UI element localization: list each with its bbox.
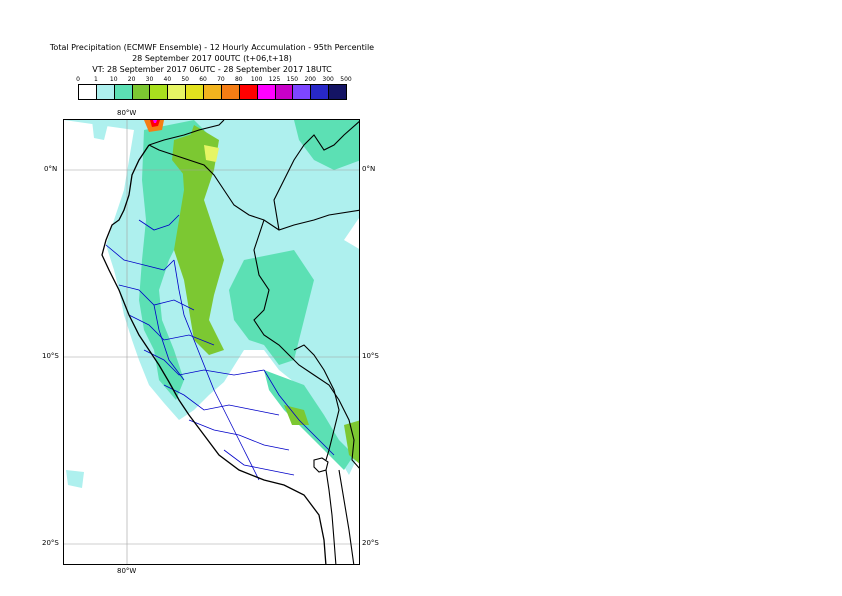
admin-border	[223, 449, 295, 476]
admin-border	[128, 314, 215, 346]
precip-magenta-cell	[153, 120, 157, 123]
lake-titicaca-shore	[313, 457, 329, 473]
legend-tick-label: 300	[322, 76, 334, 83]
precip-patch-sw	[66, 470, 84, 488]
graticule	[64, 120, 359, 564]
longitude-label-top-outer: 80°W	[117, 109, 137, 117]
latitude-label-10s-right: 10°S	[362, 352, 379, 360]
precip-medium-band	[174, 125, 224, 355]
country-border-peru-bolivia	[293, 344, 340, 461]
color-legend: 0 1 10 20 30 40 50 60 70 80 100 125 150 200 300 500	[76, 76, 352, 102]
admin-border	[143, 349, 265, 376]
legend-color-box	[328, 84, 347, 100]
legend-color-box	[149, 84, 169, 100]
legend-color-box	[131, 84, 151, 100]
legend-tick-label: 100	[250, 76, 263, 83]
legend-color-box	[78, 84, 97, 100]
country-border-brazil	[273, 121, 359, 231]
latitude-label-20s-right: 20°S	[362, 539, 379, 547]
legend-color-box	[256, 84, 276, 100]
legend-color-box	[185, 84, 205, 100]
legend-tick-label: 70	[217, 76, 225, 83]
admin-border	[213, 389, 260, 481]
legend-tick-label: 20	[127, 76, 136, 83]
precip-red-cell	[150, 120, 160, 127]
legend-tick-label: 30	[145, 76, 154, 83]
precip-patch-west	[92, 120, 109, 140]
admin-border	[105, 244, 175, 271]
longitude-label-bottom: 80°W	[117, 567, 137, 575]
title-line-3: VT: 28 September 2017 06UTC - 28 Septemb…	[92, 65, 332, 74]
map-canvas	[64, 120, 359, 564]
latitude-label-20s-left: 20°S	[42, 539, 59, 547]
legend-color-box	[310, 84, 330, 100]
legend-tick-label: 500	[340, 76, 352, 83]
legend-tick-label: 0	[76, 76, 80, 83]
precip-medium-north	[172, 130, 204, 175]
admin-border	[173, 259, 215, 391]
legend-tick-label: 200	[304, 76, 316, 83]
country-border-peru-chile	[325, 469, 337, 564]
precip-light-band-east	[229, 250, 314, 365]
legend-tick-label: 50	[181, 76, 190, 83]
legend-color-box	[113, 84, 133, 100]
latitude-label-equator-right: 0°N	[362, 165, 376, 173]
legend-tick-label: 150	[286, 76, 299, 83]
latitude-label-equator-left: 0°N	[44, 165, 58, 173]
admin-border	[153, 304, 185, 381]
precip-yellow-cell	[204, 145, 219, 162]
legend-tick-label: 80	[234, 76, 243, 83]
country-border-peru-brazil	[253, 219, 359, 469]
legend-color-box	[220, 84, 240, 100]
legend-tick-label: 1	[93, 76, 98, 83]
precip-medium-se	[284, 405, 309, 425]
country-border-chile-bolivia	[338, 469, 355, 564]
legend-tick-label: 40	[163, 76, 172, 83]
country-border-ecuador-peru	[148, 144, 359, 231]
legend-color-box	[292, 84, 312, 100]
legend-tick-label: 60	[199, 76, 207, 83]
country-borders	[101, 120, 359, 564]
precip-light-band-ne	[294, 120, 359, 170]
admin-borders	[105, 214, 335, 481]
precip-medium-ese	[344, 420, 359, 464]
precip-light-band-se	[264, 370, 354, 470]
precip-field	[64, 120, 359, 488]
admin-border	[138, 214, 180, 231]
legend-tick-label: 10	[109, 76, 118, 83]
admin-border	[263, 369, 335, 456]
legend-color-box	[274, 84, 294, 100]
country-border-ecuador-colombia	[148, 120, 225, 146]
legend-color-box	[238, 84, 258, 100]
legend-color-box	[203, 84, 222, 100]
legend-color-box	[167, 84, 187, 100]
legend-tick-label: 125	[268, 76, 281, 83]
legend-color-box	[95, 84, 115, 100]
pacific-coastline	[101, 144, 327, 564]
title-line-1: Total Precipitation (ECMWF Ensemble) - 1…	[49, 43, 375, 52]
precipitation-map: 80°W	[63, 119, 360, 565]
admin-border	[163, 384, 280, 416]
latitude-label-10s-left: 10°S	[42, 352, 59, 360]
title-line-2: 28 September 2017 00UTC (t+06,t+18)	[132, 54, 292, 63]
admin-border	[188, 419, 290, 451]
